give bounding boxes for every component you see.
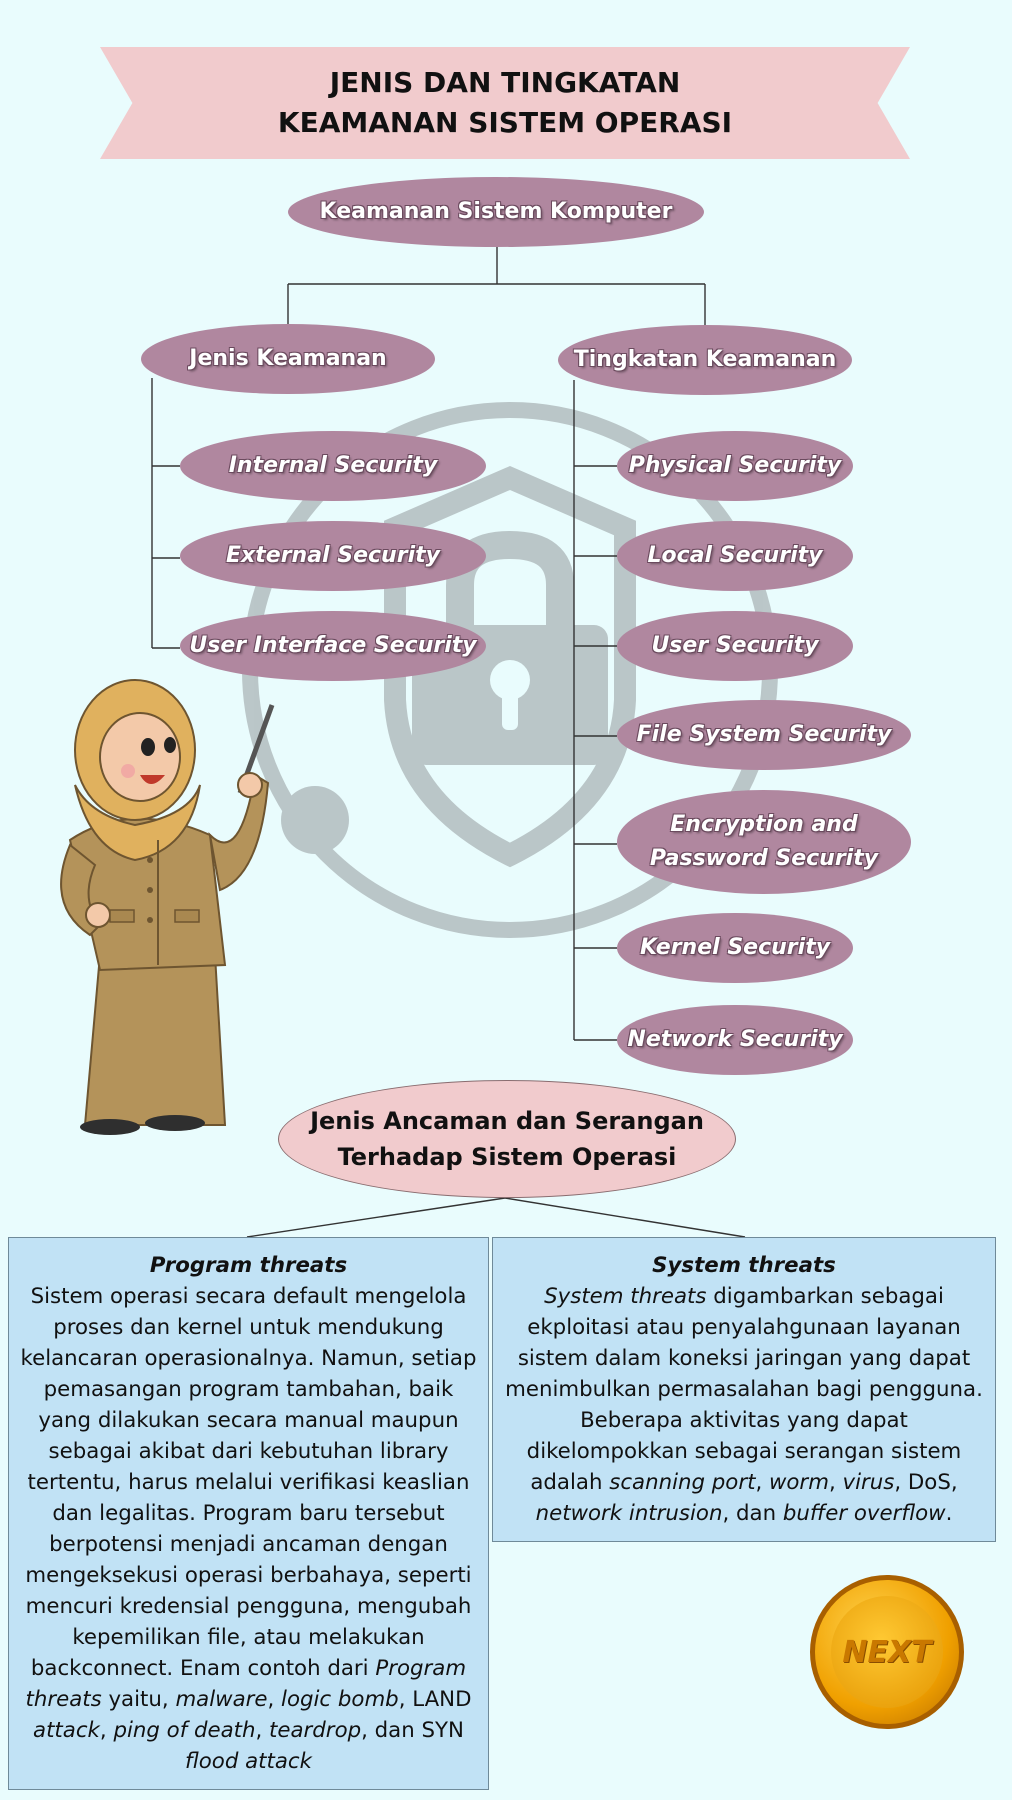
jenis-keamanan-label: Jenis Keamanan (189, 346, 387, 371)
local-security-node: Local Security (617, 521, 853, 591)
user-interface-security-node: User Interface Security (180, 611, 486, 681)
kernel-security-label: Kernel Security (639, 935, 831, 960)
header-title-line2: KEAMANAN SISTEM OPERASI (277, 106, 733, 139)
next-button-face[interactable]: NEXT (831, 1596, 943, 1708)
user-security-node: User Security (617, 611, 853, 681)
program-threats-box: Program threats Sistem operasi secara de… (8, 1237, 489, 1790)
threats-title: Jenis Ancaman dan Serangan Terhadap Sist… (278, 1080, 736, 1198)
encryption-label-line1: Encryption and (670, 812, 858, 837)
system-threats-text: System threats digambarkan sebagai ekplo… (505, 1284, 983, 1526)
jenis-keamanan-node: Jenis Keamanan (141, 324, 435, 394)
teacher-character (60, 679, 275, 1135)
file-system-security-label: File System Security (636, 722, 892, 747)
user-security-label: User Security (651, 633, 819, 658)
local-security-label: Local Security (647, 543, 823, 568)
system-threats-box: System threats System threats digambarka… (492, 1237, 996, 1542)
network-security-node: Network Security (617, 1005, 853, 1075)
tingkatan-keamanan-label: Tingkatan Keamanan (573, 347, 837, 372)
threats-title-line2: Terhadap Sistem Operasi (337, 1143, 677, 1171)
physical-security-node: Physical Security (617, 431, 853, 501)
header-title-line1: JENIS DAN TINGKATAN (329, 66, 681, 99)
root-node-label: Keamanan Sistem Komputer (319, 199, 673, 224)
threats-title-line1: Jenis Ancaman dan Serangan (310, 1107, 704, 1135)
encryption-password-security-node: Encryption and Password Security (617, 790, 911, 894)
user-interface-security-label: User Interface Security (189, 633, 477, 658)
next-button-label: NEXT (842, 1634, 932, 1670)
tingkatan-keamanan-node: Tingkatan Keamanan (558, 325, 852, 395)
header-banner: JENIS DAN TINGKATAN KEAMANAN SISTEM OPER… (100, 47, 910, 159)
network-security-label: Network Security (627, 1027, 843, 1052)
internal-security-node: Internal Security (180, 431, 486, 501)
program-threats-text: Sistem operasi secara default mengelola … (20, 1284, 477, 1774)
file-system-security-node: File System Security (617, 700, 911, 770)
physical-security-label: Physical Security (628, 453, 842, 478)
internal-security-label: Internal Security (228, 453, 438, 478)
kernel-security-node: Kernel Security (617, 913, 853, 983)
system-threats-title: System threats (652, 1253, 836, 1278)
external-security-label: External Security (226, 543, 440, 568)
encryption-label-line2: Password Security (649, 846, 879, 871)
root-node: Keamanan Sistem Komputer (288, 177, 704, 247)
next-button[interactable]: NEXT (810, 1575, 964, 1729)
program-threats-title: Program threats (149, 1253, 348, 1278)
external-security-node: External Security (180, 521, 486, 591)
